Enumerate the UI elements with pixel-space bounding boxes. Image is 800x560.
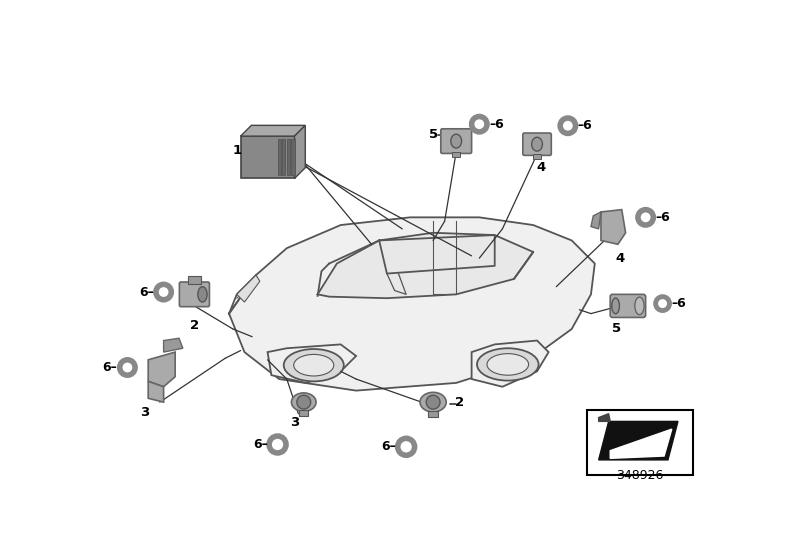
Polygon shape xyxy=(241,125,306,136)
Polygon shape xyxy=(164,338,183,352)
Ellipse shape xyxy=(284,349,344,381)
FancyBboxPatch shape xyxy=(587,410,694,475)
Bar xyxy=(282,139,286,175)
Text: 4: 4 xyxy=(615,251,625,265)
Text: 2: 2 xyxy=(190,319,199,332)
Bar xyxy=(534,154,541,159)
Ellipse shape xyxy=(198,287,207,302)
Text: 6–: 6– xyxy=(253,438,267,451)
Text: –6: –6 xyxy=(672,297,686,310)
Polygon shape xyxy=(229,217,595,391)
Polygon shape xyxy=(237,275,260,302)
Ellipse shape xyxy=(477,348,538,381)
Bar xyxy=(452,152,460,157)
Circle shape xyxy=(297,395,310,409)
Polygon shape xyxy=(318,233,534,298)
Ellipse shape xyxy=(532,137,542,151)
Bar xyxy=(299,410,308,416)
Bar xyxy=(278,139,281,175)
Polygon shape xyxy=(598,414,610,421)
Ellipse shape xyxy=(291,393,316,412)
Polygon shape xyxy=(601,209,626,244)
Text: –6: –6 xyxy=(490,118,504,130)
Text: –6: –6 xyxy=(656,211,670,224)
Polygon shape xyxy=(598,421,678,460)
Bar xyxy=(188,276,201,283)
Text: 2: 2 xyxy=(454,396,464,409)
Text: 3: 3 xyxy=(290,417,299,430)
Ellipse shape xyxy=(420,393,446,412)
FancyBboxPatch shape xyxy=(441,129,472,153)
Text: 6–: 6– xyxy=(102,361,118,374)
Ellipse shape xyxy=(487,354,529,375)
Ellipse shape xyxy=(612,298,619,314)
Text: 6–: 6– xyxy=(139,286,154,298)
Bar xyxy=(291,139,294,175)
FancyBboxPatch shape xyxy=(610,295,646,318)
Text: 5: 5 xyxy=(429,128,438,142)
Polygon shape xyxy=(148,381,164,402)
Ellipse shape xyxy=(451,134,462,148)
Circle shape xyxy=(426,395,440,409)
Text: 348926: 348926 xyxy=(617,469,664,482)
FancyBboxPatch shape xyxy=(179,282,210,307)
Ellipse shape xyxy=(635,297,644,315)
Text: 4: 4 xyxy=(536,161,546,174)
Polygon shape xyxy=(294,125,306,179)
Text: –6: –6 xyxy=(578,119,593,132)
FancyBboxPatch shape xyxy=(523,133,551,155)
Text: 3: 3 xyxy=(140,405,149,419)
Text: 6–: 6– xyxy=(382,440,396,453)
Bar xyxy=(241,136,294,179)
Ellipse shape xyxy=(294,354,334,376)
Polygon shape xyxy=(267,344,356,383)
Polygon shape xyxy=(472,340,549,387)
Polygon shape xyxy=(148,352,175,387)
Bar xyxy=(429,410,438,417)
Text: 1: 1 xyxy=(232,144,242,157)
Text: 5: 5 xyxy=(612,323,621,335)
Bar xyxy=(287,139,290,175)
Polygon shape xyxy=(591,212,601,229)
Polygon shape xyxy=(610,429,672,458)
